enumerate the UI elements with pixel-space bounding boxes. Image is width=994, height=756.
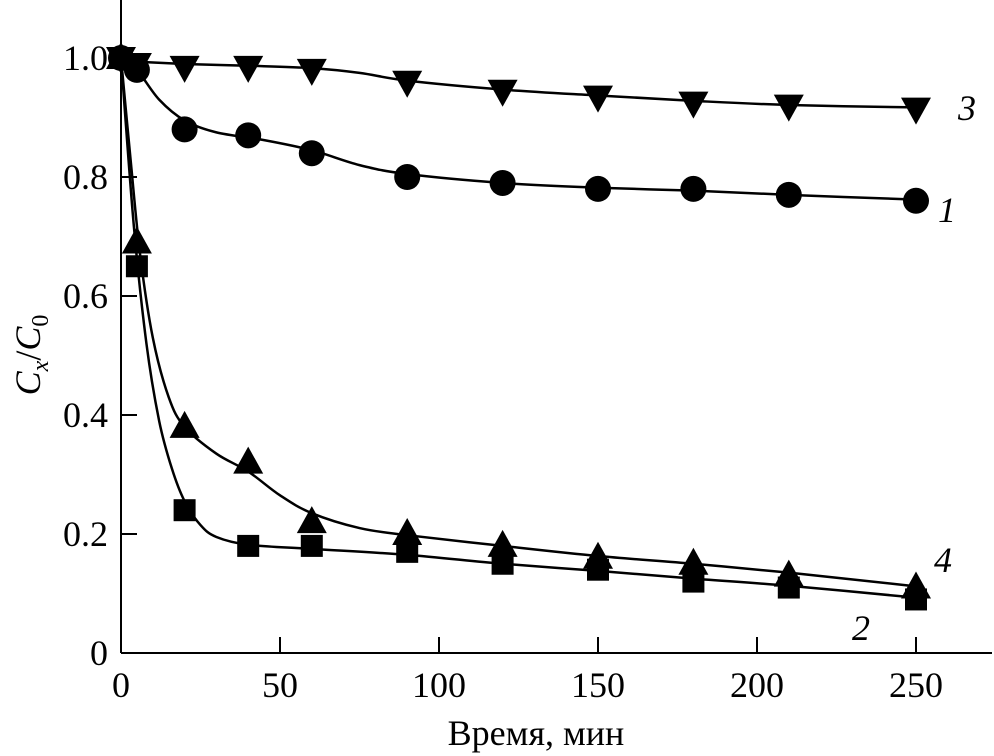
marker-series-3 (392, 70, 423, 98)
marker-series-4 (121, 226, 152, 254)
marker-series-4 (296, 506, 327, 534)
tick-labels: 0 50 100 150 200 250 0 0.2 0.4 0.6 0.8 1.0 (63, 38, 943, 705)
marker-series-3 (487, 79, 518, 107)
curve-label-1: 1 (938, 190, 956, 230)
marker-series-1 (585, 175, 611, 202)
x-tick-label: 250 (889, 665, 943, 705)
marker-series-3 (901, 97, 931, 125)
marker-series-2 (396, 540, 419, 563)
y-tick-label: 0.8 (63, 157, 108, 197)
curve-label-3: 3 (957, 88, 976, 128)
marker-series-2 (173, 499, 196, 522)
marker-series-3 (773, 94, 804, 122)
data-markers (106, 42, 931, 611)
marker-series-4 (773, 559, 804, 587)
y-tick-label: 0.4 (63, 395, 108, 435)
marker-series-4 (106, 42, 136, 69)
marker-series-1 (680, 175, 707, 202)
marker-series-4 (233, 446, 264, 474)
marker-series-3 (296, 58, 327, 86)
x-tick-label: 200 (730, 665, 784, 705)
x-tick-label: 50 (262, 665, 298, 705)
marker-series-3 (169, 55, 200, 83)
marker-series-1 (775, 181, 802, 208)
marker-series-1 (394, 164, 421, 190)
marker-series-4 (901, 571, 931, 599)
marker-series-1 (235, 122, 262, 149)
x-tick-label: 100 (412, 665, 466, 705)
marker-series-3 (678, 91, 709, 119)
x-tick-label: 150 (571, 665, 625, 705)
marker-series-4 (169, 410, 200, 438)
y-tick-label: 0.2 (63, 514, 108, 554)
marker-series-2 (300, 534, 323, 557)
y-tick-label: 0 (90, 633, 108, 673)
curve-label-4: 4 (934, 540, 952, 580)
y-tick-label: 0.6 (63, 276, 108, 316)
marker-series-1 (171, 116, 198, 143)
marker-series-2 (237, 534, 260, 557)
marker-series-2 (125, 255, 148, 278)
x-axis-label: Время, мин (448, 713, 625, 753)
marker-series-4 (487, 529, 518, 557)
y-tick-label: 1.0 (63, 38, 108, 78)
marker-series-1 (298, 140, 325, 167)
fit-curve-4 (119, 57, 917, 588)
marker-series-4 (583, 541, 613, 569)
marker-series-4 (392, 518, 423, 545)
marker-series-2 (491, 552, 514, 575)
curve-label-2: 2 (852, 608, 870, 648)
marker-series-2 (682, 570, 705, 593)
marker-series-3 (583, 85, 613, 113)
marker-series-3 (233, 55, 264, 83)
marker-series-1 (903, 187, 929, 214)
x-tick-label: 0 (112, 665, 130, 705)
marker-series-1 (489, 169, 516, 196)
marker-series-4 (678, 547, 709, 575)
y-axis-label: Cx/C0 (8, 315, 54, 396)
